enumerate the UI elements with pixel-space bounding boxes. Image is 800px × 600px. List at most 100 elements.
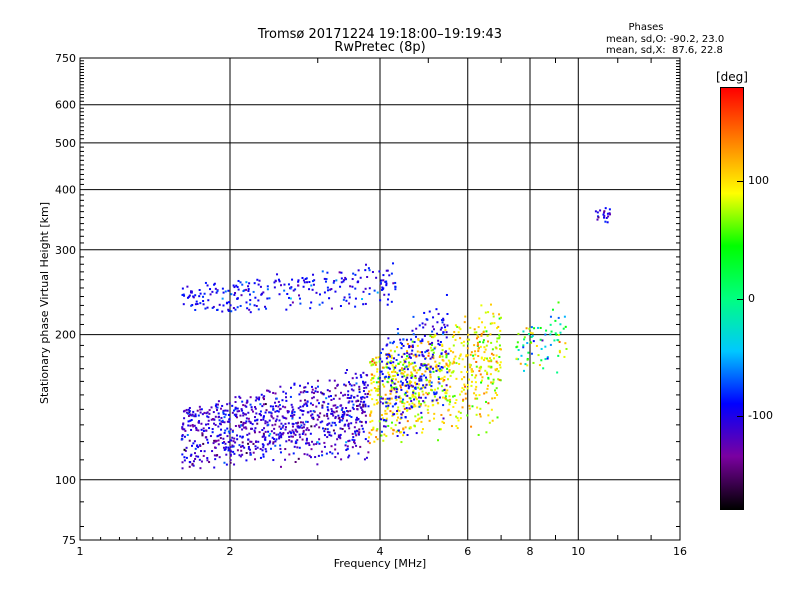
data-point xyxy=(354,432,357,435)
data-point xyxy=(262,444,265,447)
data-point xyxy=(304,402,307,405)
data-point xyxy=(401,400,404,403)
data-point xyxy=(323,401,326,404)
data-point xyxy=(383,433,386,436)
data-point xyxy=(460,390,463,393)
data-point xyxy=(343,279,346,282)
data-point xyxy=(254,447,257,450)
data-point xyxy=(310,284,313,287)
data-point xyxy=(483,357,486,360)
data-point xyxy=(229,304,232,307)
data-point xyxy=(428,383,431,386)
data-point xyxy=(334,387,337,390)
data-point xyxy=(382,383,385,386)
data-point xyxy=(192,460,195,463)
data-point xyxy=(349,396,352,399)
data-point xyxy=(397,332,400,335)
data-point xyxy=(388,353,391,356)
data-point xyxy=(261,429,264,432)
data-point xyxy=(381,366,384,369)
data-point xyxy=(262,453,265,456)
data-point xyxy=(244,404,247,407)
data-point xyxy=(393,350,396,353)
data-point xyxy=(420,379,423,382)
data-point xyxy=(344,276,347,279)
data-point xyxy=(269,411,272,414)
data-point xyxy=(417,418,420,421)
data-point xyxy=(334,290,337,293)
data-point xyxy=(272,417,275,420)
data-point xyxy=(445,293,448,296)
data-point xyxy=(473,328,476,331)
data-point xyxy=(452,370,455,373)
data-point xyxy=(466,384,469,387)
data-point xyxy=(372,358,375,361)
data-point xyxy=(306,453,309,456)
data-point xyxy=(280,433,283,436)
data-point xyxy=(515,346,518,349)
data-point xyxy=(442,404,445,407)
data-point xyxy=(533,327,536,330)
data-point xyxy=(181,453,184,456)
data-point xyxy=(393,403,396,406)
data-point xyxy=(189,419,192,422)
data-point xyxy=(445,362,448,365)
data-point xyxy=(328,379,331,382)
data-point xyxy=(239,304,242,307)
data-point xyxy=(402,405,405,408)
data-point xyxy=(498,363,501,366)
data-point xyxy=(338,397,341,400)
data-point xyxy=(229,446,232,449)
data-point xyxy=(350,422,353,425)
data-point xyxy=(419,340,422,343)
data-point xyxy=(440,413,443,416)
data-point xyxy=(394,378,397,381)
data-point xyxy=(420,378,423,381)
data-point xyxy=(348,302,351,305)
data-point xyxy=(418,405,421,408)
data-point xyxy=(386,407,389,410)
data-point xyxy=(370,411,373,414)
data-point xyxy=(375,356,378,359)
data-point xyxy=(183,409,186,412)
data-point xyxy=(362,405,365,408)
data-point xyxy=(305,439,308,442)
data-point xyxy=(395,398,398,401)
data-point xyxy=(449,385,452,388)
data-point xyxy=(289,395,292,398)
data-point xyxy=(280,434,283,437)
data-point xyxy=(411,329,414,332)
x-tick-label: 10 xyxy=(571,545,585,558)
data-point xyxy=(495,354,498,357)
data-point xyxy=(460,342,463,345)
data-point xyxy=(234,400,237,403)
data-point xyxy=(562,327,565,330)
data-point xyxy=(210,418,213,421)
data-point xyxy=(468,363,471,366)
data-point xyxy=(555,333,558,336)
data-point xyxy=(284,392,287,395)
data-point xyxy=(419,351,422,354)
data-point xyxy=(400,441,403,444)
data-point xyxy=(225,453,228,456)
data-point xyxy=(202,295,205,298)
data-point xyxy=(472,354,475,357)
data-point xyxy=(196,409,199,412)
data-point xyxy=(229,439,232,442)
data-point xyxy=(444,329,447,332)
data-point xyxy=(253,416,256,419)
data-point xyxy=(183,459,186,462)
data-point xyxy=(381,348,384,351)
data-point xyxy=(242,421,245,424)
data-point xyxy=(188,406,191,409)
data-point xyxy=(285,440,288,443)
data-point xyxy=(431,325,434,328)
data-point xyxy=(463,376,466,379)
data-point xyxy=(603,216,606,219)
data-point xyxy=(356,418,359,421)
data-point xyxy=(599,209,602,212)
data-point xyxy=(433,417,436,420)
data-point xyxy=(231,404,234,407)
data-point xyxy=(375,361,378,364)
data-point xyxy=(424,396,427,399)
